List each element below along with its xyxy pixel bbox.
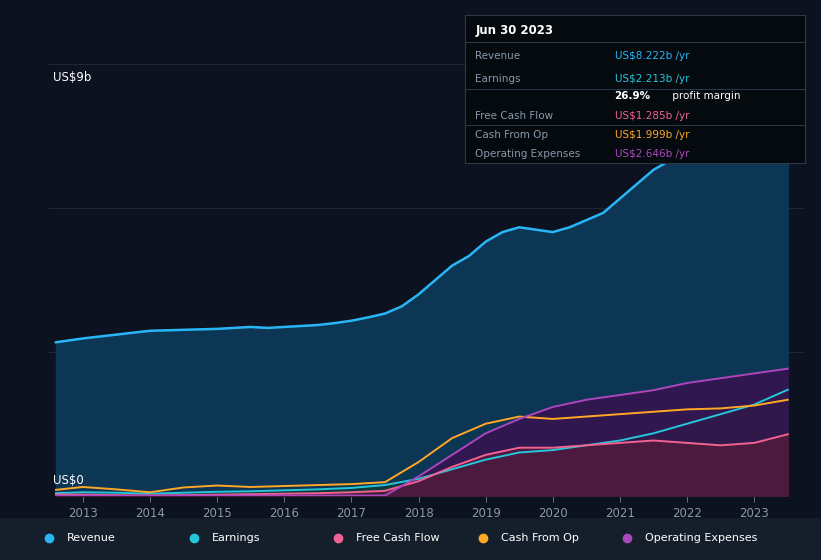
Text: profit margin: profit margin xyxy=(669,91,741,101)
Text: US$9b: US$9b xyxy=(53,71,91,84)
Text: US$2.213b /yr: US$2.213b /yr xyxy=(615,73,689,83)
Text: US$0: US$0 xyxy=(53,474,84,487)
Text: US$8.222b /yr: US$8.222b /yr xyxy=(615,52,689,62)
Text: US$1.999b /yr: US$1.999b /yr xyxy=(615,130,689,140)
Text: Revenue: Revenue xyxy=(475,52,521,62)
Text: Earnings: Earnings xyxy=(212,533,260,543)
Text: 26.9%: 26.9% xyxy=(615,91,651,101)
Text: Free Cash Flow: Free Cash Flow xyxy=(356,533,440,543)
Text: Jun 30 2023: Jun 30 2023 xyxy=(475,24,553,37)
Text: US$1.285b /yr: US$1.285b /yr xyxy=(615,111,689,120)
Text: Operating Expenses: Operating Expenses xyxy=(645,533,758,543)
Text: US$2.646b /yr: US$2.646b /yr xyxy=(615,149,689,159)
Text: Cash From Op: Cash From Op xyxy=(475,130,548,140)
Text: Revenue: Revenue xyxy=(67,533,116,543)
Text: Earnings: Earnings xyxy=(475,73,521,83)
Text: Cash From Op: Cash From Op xyxy=(501,533,579,543)
Text: Operating Expenses: Operating Expenses xyxy=(475,149,580,159)
Text: Free Cash Flow: Free Cash Flow xyxy=(475,111,553,120)
